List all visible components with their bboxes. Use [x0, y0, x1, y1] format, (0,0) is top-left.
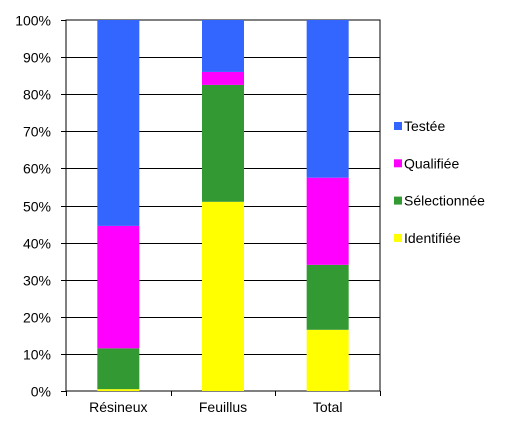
legend-swatch: [394, 233, 402, 242]
bar-segment: [97, 20, 140, 226]
y-tick-label: 60%: [23, 161, 51, 177]
y-tick-label: 20%: [23, 310, 51, 326]
y-tick-label: 80%: [23, 87, 51, 103]
y-tick-label: 0%: [31, 384, 51, 400]
x-tick-label: Résineux: [89, 399, 147, 415]
bar-segment: [306, 20, 349, 178]
legend-swatch: [394, 159, 402, 168]
y-tick-label: 40%: [23, 236, 51, 252]
bar-segment: [202, 84, 244, 202]
y-tick-label: 10%: [23, 347, 51, 363]
bar-segment: [97, 389, 140, 391]
y-tick-label: 70%: [23, 124, 51, 140]
bar-segment: [202, 201, 244, 391]
y-tick-label: 30%: [23, 273, 51, 289]
x-tick-label: Feuillus: [199, 399, 247, 415]
bar-segment: [306, 264, 349, 330]
y-tick-label: 90%: [23, 50, 51, 66]
bar-segment: [202, 20, 244, 72]
x-tick-label: Total: [313, 399, 343, 415]
bar-segment: [97, 348, 140, 390]
bar-segment: [202, 71, 244, 85]
legend-label: Sélectionnée: [404, 193, 485, 209]
bar-segment: [306, 329, 349, 391]
bar-segment: [97, 225, 140, 349]
y-tick-label: 100%: [15, 13, 51, 29]
legend-swatch: [394, 122, 402, 130]
legend-label: Testée: [404, 118, 445, 134]
y-tick-label: 50%: [23, 199, 51, 215]
legend-label: Identifiée: [404, 230, 461, 246]
legend-swatch: [394, 196, 402, 205]
bar-segment: [306, 177, 349, 265]
legend-label: Qualifiée: [404, 155, 459, 171]
